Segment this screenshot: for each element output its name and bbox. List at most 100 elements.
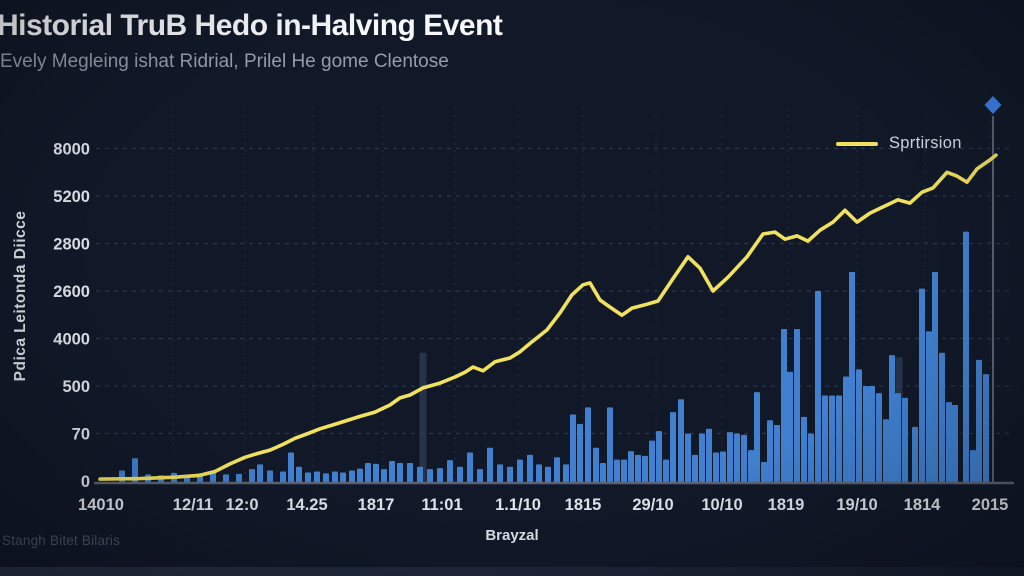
bottom-strip <box>0 567 1024 576</box>
bar <box>713 452 719 483</box>
bar <box>808 433 814 483</box>
bar <box>585 407 591 483</box>
bar <box>976 359 982 483</box>
bar <box>389 461 395 483</box>
diamond-marker-icon <box>984 96 1002 114</box>
bar <box>663 459 669 483</box>
bar <box>829 395 835 483</box>
bar <box>437 468 443 483</box>
x-tick-label: 29/10 <box>632 496 673 514</box>
bar <box>427 469 433 483</box>
bar <box>365 462 371 483</box>
bar <box>970 450 976 483</box>
bar <box>983 374 989 483</box>
bar <box>305 472 311 483</box>
bar <box>288 452 294 483</box>
bar <box>397 462 403 483</box>
bar <box>357 468 363 483</box>
bar <box>767 420 773 483</box>
bar <box>119 470 125 483</box>
y-tick-label: 2800 <box>53 236 90 254</box>
bar <box>577 424 583 483</box>
x-tick-label: 1814 <box>904 496 942 514</box>
bar <box>507 466 513 483</box>
bar <box>314 471 320 483</box>
bar <box>649 440 655 483</box>
bar <box>849 272 855 483</box>
bar <box>257 464 263 483</box>
bar <box>939 352 945 483</box>
bar <box>876 393 882 483</box>
bar <box>781 329 787 483</box>
y-tick-label: 8000 <box>53 141 90 159</box>
bar <box>381 469 387 483</box>
legend-series-label: Sprtirsion <box>889 134 962 152</box>
bar <box>373 463 379 483</box>
bar <box>628 451 634 483</box>
bar <box>902 397 908 483</box>
bar <box>497 464 503 483</box>
bar <box>447 460 453 483</box>
bar-series <box>119 231 989 483</box>
price-line <box>98 153 998 481</box>
x-tick-label: 1819 <box>768 496 805 514</box>
bar <box>332 471 338 483</box>
bar <box>457 466 463 483</box>
bar <box>323 473 329 483</box>
bar <box>349 470 355 483</box>
bar <box>754 392 760 483</box>
bar <box>340 472 346 483</box>
bar <box>563 464 569 483</box>
ghost-bar <box>419 352 427 483</box>
bar <box>607 407 613 483</box>
bar <box>843 376 849 483</box>
bar <box>741 434 747 483</box>
x-tick-label: 14010 <box>78 496 124 514</box>
bar <box>963 231 969 483</box>
bar <box>593 447 599 483</box>
bar <box>477 469 483 483</box>
x-tick-label: 19/10 <box>836 496 877 514</box>
bar <box>249 469 255 483</box>
x-tick-label: 2015 <box>972 496 1009 514</box>
bar <box>236 473 242 483</box>
bar <box>822 395 828 483</box>
x-axis-labels: 14010 12/11 12:0 14.25 1817 11:01 1.1/10 1815 29… <box>78 496 1008 514</box>
x-tick-label: 11:01 <box>421 496 462 514</box>
bar <box>727 432 733 483</box>
x-tick-label: 12/11 <box>173 496 213 514</box>
bar <box>952 405 958 483</box>
x-tick-label: 10/10 <box>701 496 742 514</box>
bar <box>678 399 684 483</box>
bar <box>517 459 523 483</box>
x-tick-label: 12:0 <box>225 496 258 514</box>
bar <box>527 454 533 483</box>
y-tick-label: 2600 <box>53 283 90 301</box>
y-axis-title: Pdica Leitonda Diicce <box>12 211 29 382</box>
bar <box>223 474 229 483</box>
bar <box>883 419 889 483</box>
bar <box>280 471 286 483</box>
bar <box>642 455 648 483</box>
bar <box>889 355 895 483</box>
bar <box>692 454 698 483</box>
bar <box>895 393 901 483</box>
bar <box>487 447 493 483</box>
bar <box>856 369 862 483</box>
bar <box>685 433 691 483</box>
bar <box>794 329 800 483</box>
x-tick-label: 14.25 <box>286 496 327 514</box>
bar <box>600 462 606 483</box>
legend-line-swatch <box>836 141 878 146</box>
bar <box>912 426 918 483</box>
bar <box>815 291 821 483</box>
x-axis-title: Brayzal <box>485 527 538 544</box>
x-tick-label: 1817 <box>358 496 395 514</box>
bar <box>614 459 620 483</box>
x-tick-label: 1.1/10 <box>495 496 541 514</box>
y-tick-label: 70 <box>72 426 90 444</box>
bar <box>656 431 662 483</box>
bar <box>801 416 807 483</box>
x-tick-label: 1815 <box>565 496 602 514</box>
